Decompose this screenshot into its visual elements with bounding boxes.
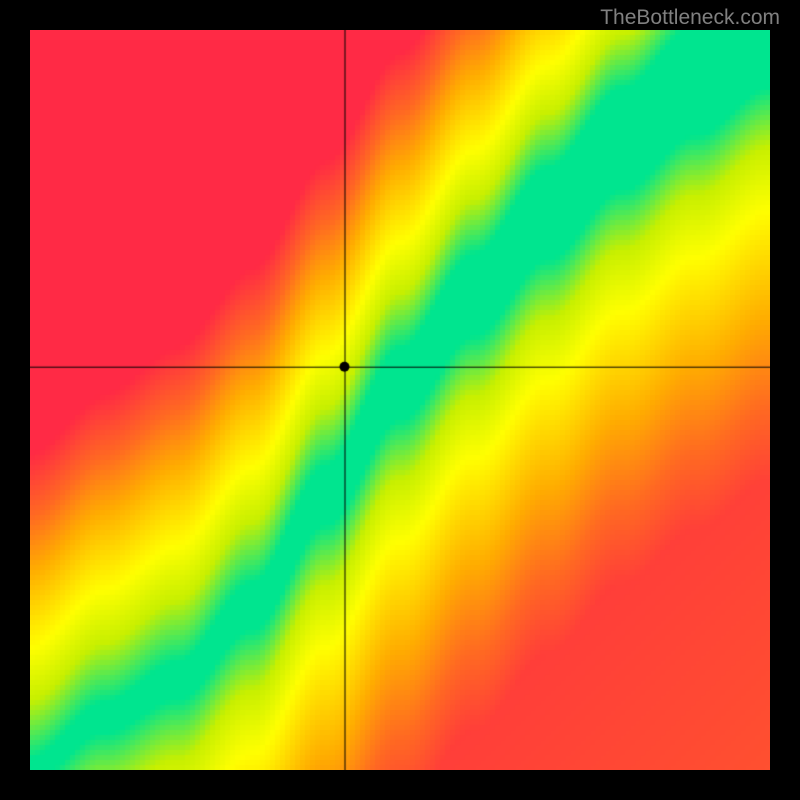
- bottleneck-heatmap: [30, 30, 770, 770]
- heatmap-canvas: [30, 30, 770, 770]
- watermark-text: TheBottleneck.com: [600, 6, 780, 30]
